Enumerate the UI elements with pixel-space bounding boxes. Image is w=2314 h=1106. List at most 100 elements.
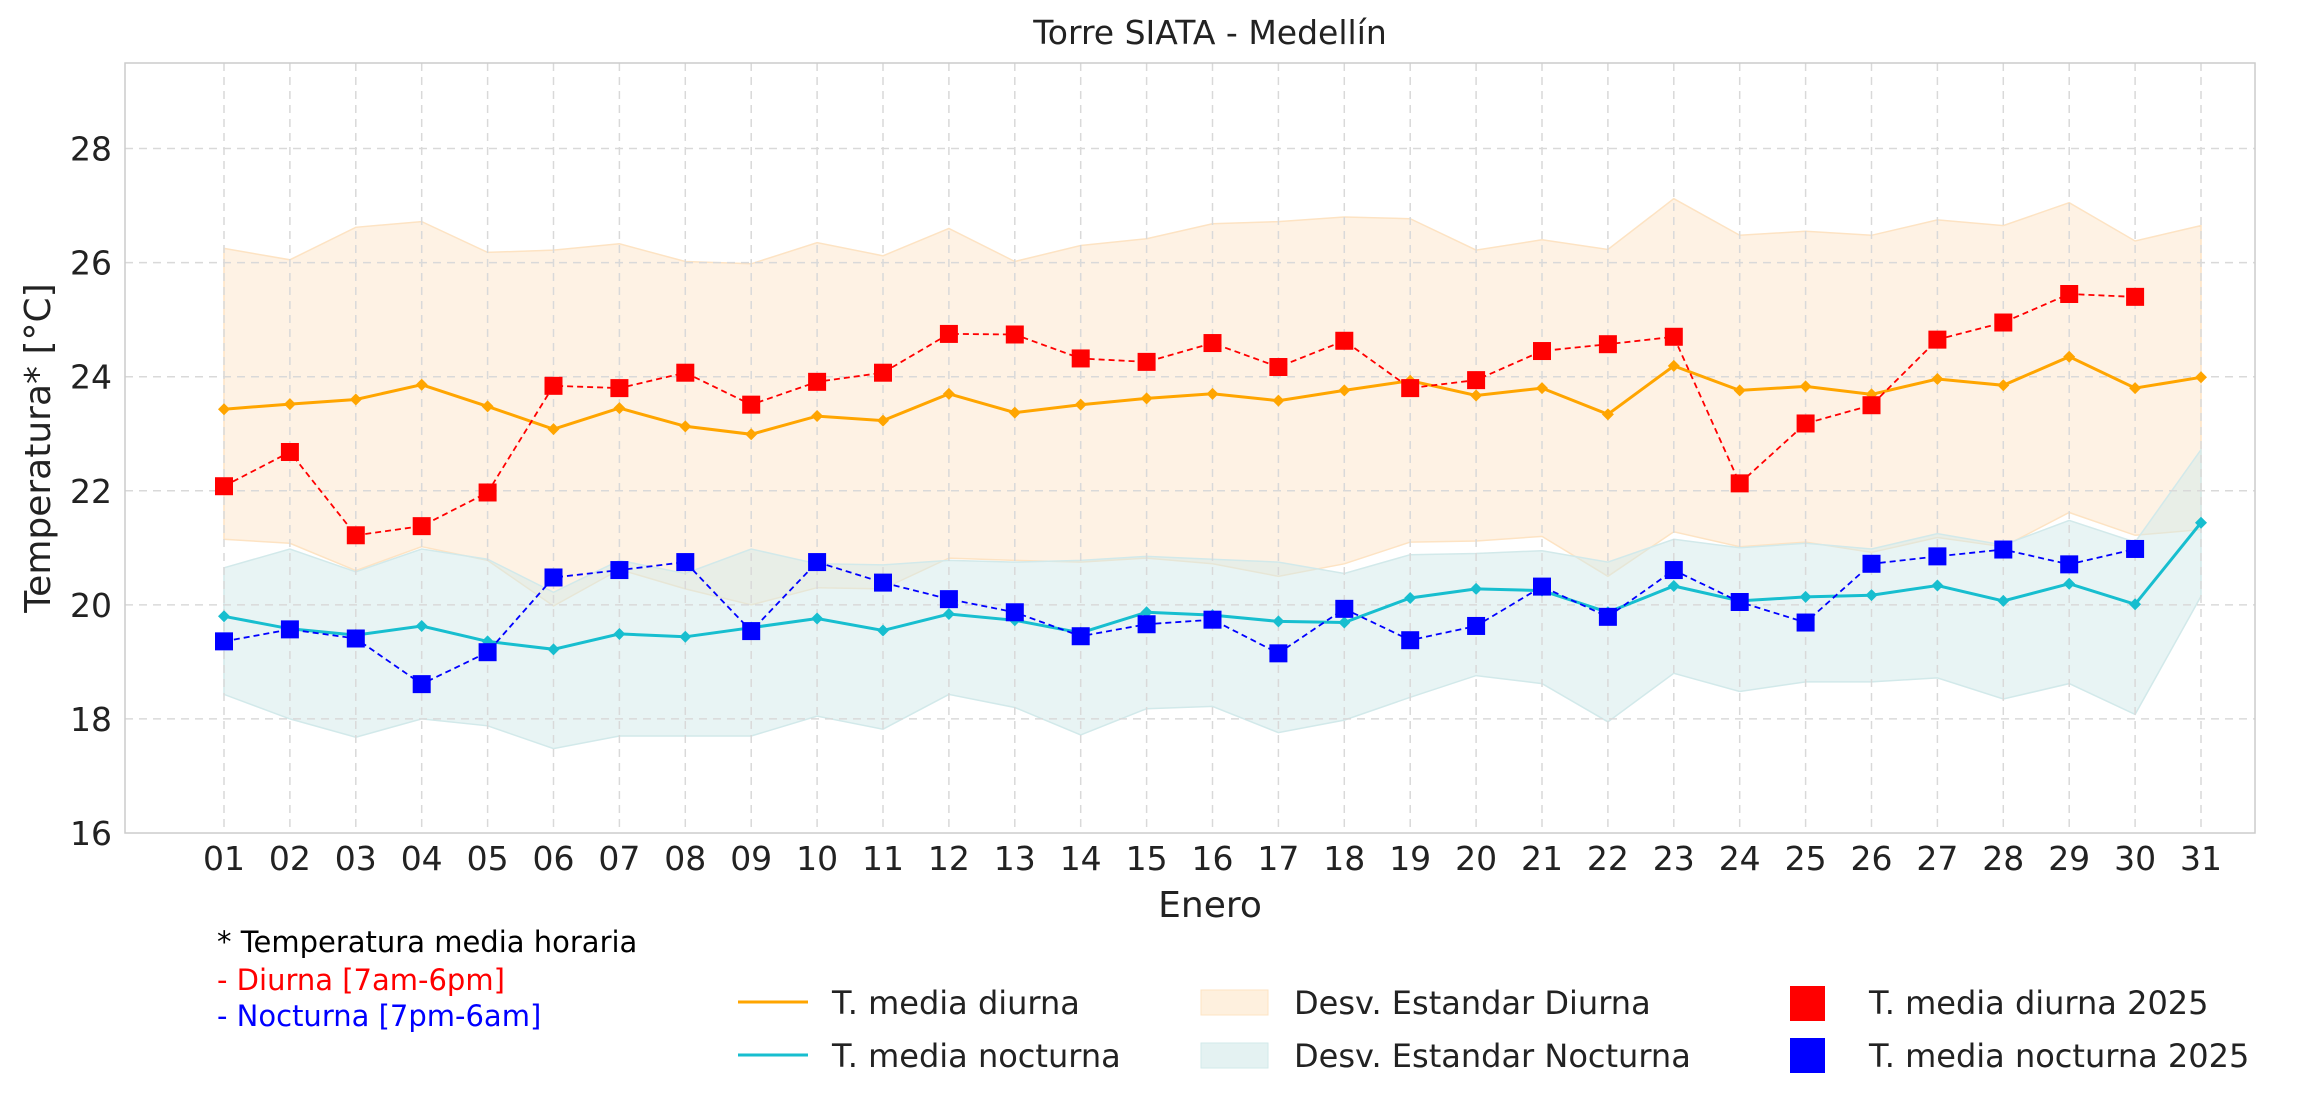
line-diurnal-2025	[223, 293, 2136, 537]
square-point	[478, 643, 497, 662]
square-point	[1730, 593, 1749, 611]
diamond-point	[218, 403, 230, 416]
x-tick-label: 30	[2114, 839, 2156, 878]
legend: T. media diurna T. media nocturna Desv. Es…	[738, 984, 2249, 1075]
square-point	[1533, 577, 1551, 596]
square-point	[1664, 327, 1683, 346]
plot-frame	[124, 62, 2256, 834]
diamond-point	[2063, 350, 2076, 363]
diamond-point	[1206, 387, 1219, 400]
square-point	[2126, 287, 2145, 306]
square-point	[1203, 610, 1222, 629]
x-tick-label: 06	[533, 839, 575, 878]
y-tick-label: 18	[70, 700, 112, 739]
legend-swatch-nocturnal-2025	[1790, 1038, 1825, 1073]
square-point	[1467, 371, 1486, 390]
legend-swatch-nocturnal-std	[1200, 1042, 1269, 1069]
square-point	[1994, 313, 2013, 332]
square-point	[1269, 358, 1288, 377]
square-point	[1598, 607, 1617, 626]
diamond-point	[283, 398, 296, 411]
legend-swatch-diurnal-2025	[1790, 986, 1825, 1021]
square-point	[874, 573, 892, 592]
x-tick-label: 27	[1916, 839, 1958, 878]
square-point	[280, 442, 299, 461]
x-axis-label: Enero	[1158, 885, 1262, 926]
x-tick-label: 12	[928, 839, 970, 878]
grid-lines	[125, 63, 2255, 833]
square-point	[215, 477, 233, 496]
square-point	[1005, 603, 1024, 622]
square-point	[346, 526, 365, 545]
x-tick-label: 24	[1719, 839, 1761, 878]
square-point	[1401, 631, 1420, 650]
legend-label-diurnal-std: Desv. Estandar Diurna	[1294, 984, 1651, 1022]
square-point	[1335, 331, 1354, 350]
y-tick-label: 20	[70, 586, 112, 625]
x-tick-label: 08	[664, 839, 706, 878]
square-point	[2126, 539, 2145, 558]
diamond-point	[547, 643, 560, 656]
diamond-point	[1008, 406, 1021, 419]
diamond-point	[1931, 579, 1944, 592]
square-point	[1071, 349, 1090, 368]
diamond-point	[1667, 359, 1680, 372]
diamond-point	[877, 624, 889, 637]
square-point	[1862, 396, 1881, 415]
diamond-point	[1997, 594, 2010, 607]
diamond-point	[415, 378, 428, 391]
square-point	[1137, 352, 1156, 371]
diamond-point	[218, 610, 230, 623]
square-point	[1203, 334, 1222, 353]
diamond-point	[547, 423, 560, 436]
diamond-point	[1140, 392, 1153, 405]
square-point	[676, 553, 695, 572]
square-point	[1137, 615, 1156, 634]
square-point	[412, 517, 431, 536]
square-point	[1796, 414, 1815, 433]
square-point	[610, 379, 629, 398]
x-tick-label: 03	[335, 839, 377, 878]
x-tick-label: 20	[1455, 839, 1497, 878]
square-point	[2060, 555, 2079, 574]
y-tick-label: 16	[70, 814, 112, 853]
square-point	[1467, 616, 1486, 635]
square-point	[544, 568, 563, 587]
square-point	[1928, 547, 1947, 566]
diamond-point	[1470, 582, 1483, 595]
x-tick-label: 28	[1982, 839, 2024, 878]
y-tick-label: 22	[70, 472, 112, 511]
x-tick-label: 05	[467, 839, 509, 878]
diamond-point	[1338, 616, 1351, 629]
diamond-point	[613, 627, 626, 640]
square-point	[412, 675, 431, 694]
x-tick-label: 09	[730, 839, 772, 878]
legend-label-nocturnal-mean: T. media nocturna	[831, 1037, 1121, 1075]
x-tick-label: 31	[2180, 839, 2222, 878]
square-point	[610, 561, 629, 580]
x-tick-label: 25	[1785, 839, 1827, 878]
square-point	[1005, 325, 1024, 344]
x-tick-label: 19	[1389, 839, 1431, 878]
square-point	[1335, 599, 1354, 618]
diamond-point	[1338, 384, 1351, 397]
diamond-point	[2129, 598, 2142, 611]
diamond-point	[1667, 580, 1680, 593]
legend-label-nocturnal-std: Desv. Estandar Nocturna	[1294, 1037, 1691, 1075]
y-tick-label: 28	[70, 130, 112, 169]
square-point	[215, 632, 233, 651]
square-point	[2060, 285, 2079, 303]
square-point	[280, 620, 299, 639]
x-axis-ticks: 01 02 03 04 05 06 07 08 09 10 11 12 13 14 15 16 17 18 19 20…	[203, 839, 2222, 878]
series-markers	[215, 285, 2145, 694]
x-tick-label: 18	[1323, 839, 1365, 878]
diamond-point	[1404, 592, 1417, 605]
square-point	[874, 363, 892, 382]
legend-label-diurnal-2025: T. media diurna 2025	[1868, 984, 2209, 1022]
x-tick-label: 21	[1521, 839, 1563, 878]
x-tick-label: 14	[1060, 839, 1102, 878]
y-tick-label: 24	[70, 358, 112, 397]
square-point	[808, 553, 827, 572]
square-point	[808, 372, 827, 391]
